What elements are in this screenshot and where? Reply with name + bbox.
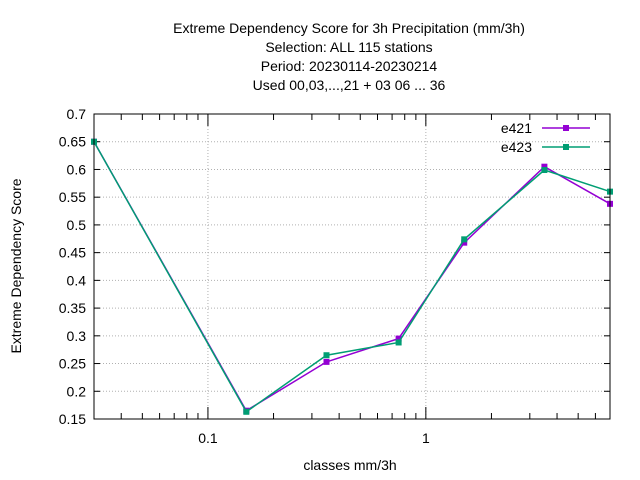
data-point: [461, 239, 468, 246]
y-axis-label: Extreme Dependency Score: [8, 178, 24, 353]
data-point: [541, 167, 548, 174]
data-point: [395, 335, 402, 342]
series-layer: [91, 138, 613, 415]
data-point: [243, 408, 250, 415]
series-line: [93, 141, 611, 412]
x-tick-label: 0.1: [198, 430, 218, 446]
y-tick-label: 0.4: [67, 272, 87, 288]
title-line-4: Used 00,03,...,21 + 03 06 ... 36: [253, 77, 446, 93]
series-line: [93, 141, 611, 413]
y-tick-label: 0.2: [67, 383, 87, 399]
legend: e421 e423: [501, 120, 590, 155]
chart-title: Extreme Dependency Score for 3h Precipit…: [173, 20, 525, 93]
legend-swatch-marker: [563, 125, 569, 131]
title-line-2: Selection: ALL 115 stations: [265, 39, 432, 55]
x-axis: 0.1 1: [120, 114, 596, 446]
y-axis: 0.15 0.2 0.25 0.3 0.35 0.4 0.45 0.5 0.55 0.6 0.65 0…: [59, 106, 610, 427]
data-point: [395, 339, 402, 346]
y-tick-label: 0.65: [59, 134, 86, 150]
y-tick-label: 0.35: [59, 300, 86, 316]
legend-label: e421: [501, 120, 532, 136]
y-tick-label: 0.15: [59, 411, 86, 427]
y-tick-label: 0.6: [67, 161, 87, 177]
legend-label: e423: [501, 139, 532, 155]
x-axis-label: classes mm/3h: [303, 457, 396, 473]
data-point: [541, 163, 548, 170]
y-tick-label: 0.45: [59, 245, 86, 261]
legend-swatch-marker: [563, 144, 569, 150]
data-point: [323, 358, 330, 365]
y-tick-label: 0.3: [67, 328, 87, 344]
y-tick-label: 0.5: [67, 217, 87, 233]
y-tick-label: 0.25: [59, 356, 86, 372]
plot-frame: [93, 113, 611, 420]
title-line-3: Period: 20230114-20230214: [261, 58, 438, 74]
grid: [94, 114, 610, 419]
y-tick-label: 0.55: [59, 189, 86, 205]
series-e423: [91, 138, 613, 415]
title-line-1: Extreme Dependency Score for 3h Precipit…: [173, 20, 525, 36]
x-tick-label: 1: [422, 430, 430, 446]
data-point: [323, 352, 330, 359]
y-tick-label: 0.7: [67, 106, 87, 122]
data-point: [461, 236, 468, 243]
